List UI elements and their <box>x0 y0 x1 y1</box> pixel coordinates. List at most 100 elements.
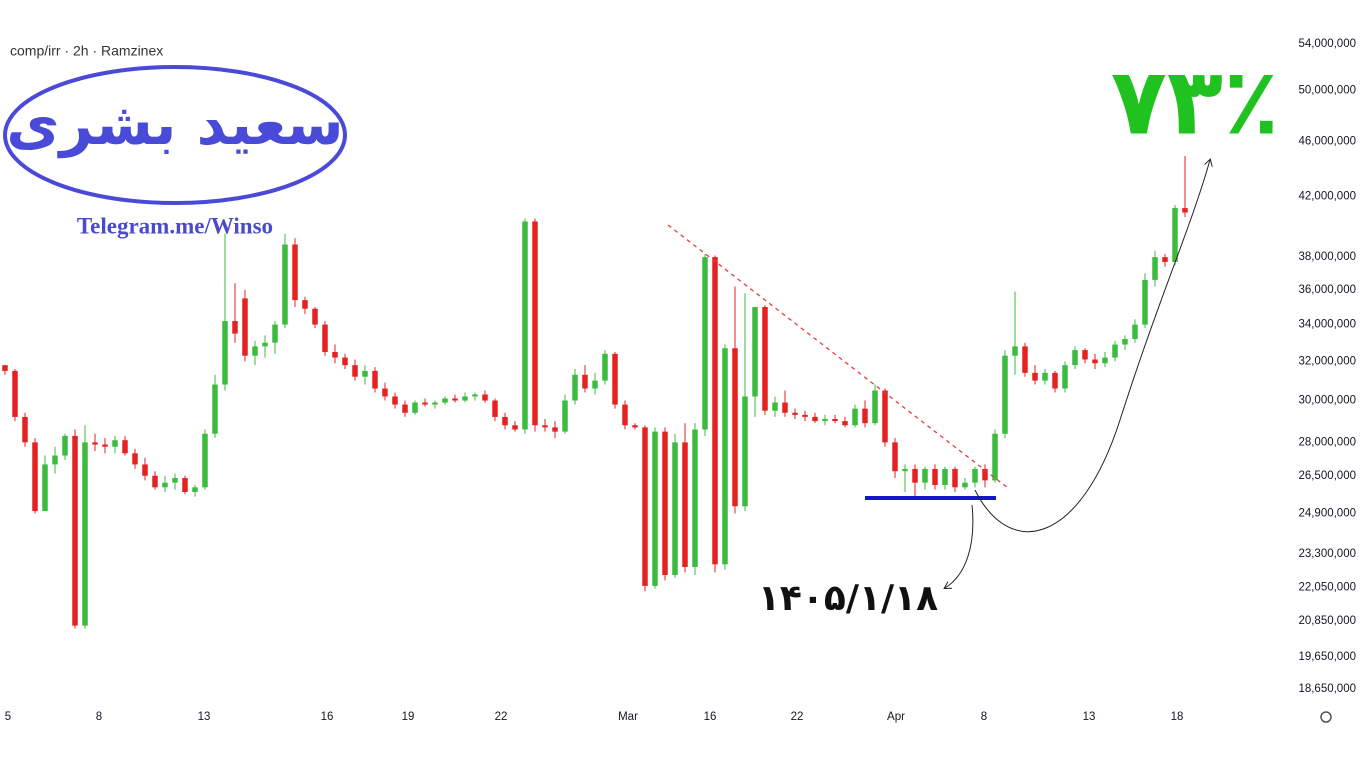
candle-body <box>122 440 128 454</box>
candle-body <box>222 321 228 385</box>
x-tick-label: 5 <box>5 711 11 723</box>
candle-body <box>632 425 638 428</box>
candle-body <box>1022 346 1028 373</box>
arrow <box>974 160 1210 532</box>
candle-body <box>592 380 598 389</box>
candle-body <box>612 353 618 405</box>
candle-body <box>542 425 548 428</box>
candle-body <box>392 396 398 405</box>
candle-body <box>172 478 178 483</box>
candle-body <box>792 412 798 415</box>
candle-body <box>162 482 168 488</box>
candle-body <box>92 442 98 445</box>
candle-body <box>932 468 938 485</box>
candle-body <box>352 365 358 377</box>
candle-body <box>1162 257 1168 262</box>
candle-body <box>22 416 28 443</box>
x-tick-label: 16 <box>321 711 334 723</box>
candle-body <box>322 324 328 352</box>
candle-body <box>192 487 198 492</box>
candle-body <box>822 418 828 422</box>
candle-body <box>1052 372 1058 389</box>
candles <box>2 155 1188 629</box>
candle-body <box>552 427 558 432</box>
candle-body <box>1182 208 1188 213</box>
x-tick-label: 19 <box>402 711 415 723</box>
candle-body <box>602 353 608 381</box>
candle-body <box>752 307 758 397</box>
candle-body <box>1042 372 1048 381</box>
candle-body <box>982 468 988 481</box>
candle-body <box>712 257 718 565</box>
x-tick-label: 8 <box>981 711 987 723</box>
x-tick-label: Apr <box>887 711 905 723</box>
x-tick-label: 16 <box>704 711 717 723</box>
candle-body <box>812 416 818 422</box>
candle-body <box>782 402 788 413</box>
candle-body <box>892 442 898 472</box>
candle-body <box>362 370 368 377</box>
x-tick-label: 22 <box>495 711 508 723</box>
candle-body <box>452 398 458 401</box>
candle-body <box>852 408 858 426</box>
candle-body <box>402 404 408 413</box>
candle-body <box>1102 357 1108 364</box>
candle-body <box>502 416 508 426</box>
y-tick-label: 38,000,000 <box>1298 251 1356 263</box>
candle-body <box>112 440 118 447</box>
candle-body <box>52 455 58 465</box>
candle-body <box>622 404 628 426</box>
candle-body <box>682 442 688 567</box>
candle-body <box>242 298 248 356</box>
candle-body <box>82 442 88 626</box>
candle-body <box>922 468 928 483</box>
y-tick-label: 19,650,000 <box>1298 651 1356 663</box>
logo-link: Telegram.me/Winso <box>77 213 273 238</box>
candle-body <box>472 394 478 397</box>
candle-body <box>1082 350 1088 360</box>
candle-body <box>142 464 148 476</box>
candle-body <box>862 408 868 424</box>
candle-body <box>1112 344 1118 358</box>
settings-icon[interactable] <box>1320 711 1332 723</box>
chart-title: comp/irr · 2h · Ramzinex <box>10 43 163 59</box>
candle-body <box>312 308 318 325</box>
candle-body <box>482 394 488 401</box>
candle-body <box>462 396 468 401</box>
candle-body <box>12 370 18 417</box>
candle-body <box>652 431 658 586</box>
candle-body <box>332 351 338 358</box>
candle-body <box>802 414 808 417</box>
candle-body <box>762 307 768 411</box>
candle-body <box>582 374 588 389</box>
y-tick-label: 32,000,000 <box>1298 355 1356 367</box>
candle-body <box>232 321 238 334</box>
x-tick-label: 13 <box>1083 711 1096 723</box>
candle-body <box>72 435 78 626</box>
candle-body <box>872 390 878 424</box>
candle-body <box>272 324 278 343</box>
candle-body <box>372 370 378 389</box>
candle-body <box>912 468 918 483</box>
candle-body <box>1032 372 1038 381</box>
candle-body <box>1152 257 1158 280</box>
x-tick-label: 8 <box>96 711 102 723</box>
candle-body <box>672 442 678 576</box>
candle-body <box>842 421 848 426</box>
candle-body <box>342 357 348 366</box>
y-tick-label: 34,000,000 <box>1298 319 1356 331</box>
candle-body <box>432 402 438 405</box>
candle-body <box>62 435 68 456</box>
candle-body <box>1132 324 1138 340</box>
y-tick-label: 20,850,000 <box>1298 615 1356 627</box>
candle-body <box>742 396 748 507</box>
candle-body <box>412 402 418 413</box>
candle-body <box>1062 365 1068 389</box>
x-tick-label: 13 <box>198 711 211 723</box>
candle-body <box>262 342 268 347</box>
candle-body <box>1172 208 1178 262</box>
y-tick-label: 54,000,000 <box>1298 38 1356 50</box>
candle-body <box>952 468 958 488</box>
